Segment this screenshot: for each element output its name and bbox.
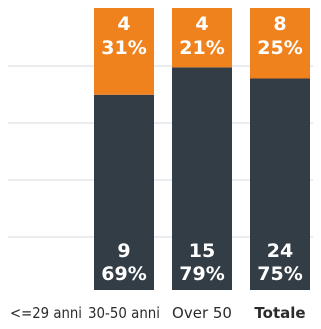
bar-segment (94, 94, 154, 291)
bar-value-label: 4 (195, 13, 208, 35)
bar-percent-label: 69% (101, 263, 146, 285)
bar-segment (250, 8, 310, 79)
x-tick-label: 30-50 anni (88, 304, 160, 322)
bar-percent-label: 31% (101, 37, 146, 59)
x-tick-label: Totale (254, 304, 305, 322)
bar-segment (94, 8, 154, 95)
bar-segment (250, 78, 310, 290)
bar-percent-label: 79% (179, 263, 224, 285)
bar-segment (172, 67, 232, 290)
bar-value-label: 8 (273, 13, 286, 35)
x-axis-tick-labels: <=29 anni 30-50 anni Over 50 Totale (10, 304, 306, 322)
bar-percent-label: 21% (179, 37, 224, 59)
x-tick-label: Over 50 (172, 304, 232, 322)
bar-segment (172, 8, 232, 68)
bar-value-label: 4 (117, 13, 130, 35)
bar-percent-label: 25% (257, 37, 302, 59)
bar-value-label: 9 (117, 240, 130, 262)
bar-percent-label: 75% (257, 263, 302, 285)
x-tick-label: <=29 anni (10, 304, 82, 322)
bar-value-label: 15 (189, 240, 215, 262)
bar-value-label: 24 (267, 240, 293, 262)
